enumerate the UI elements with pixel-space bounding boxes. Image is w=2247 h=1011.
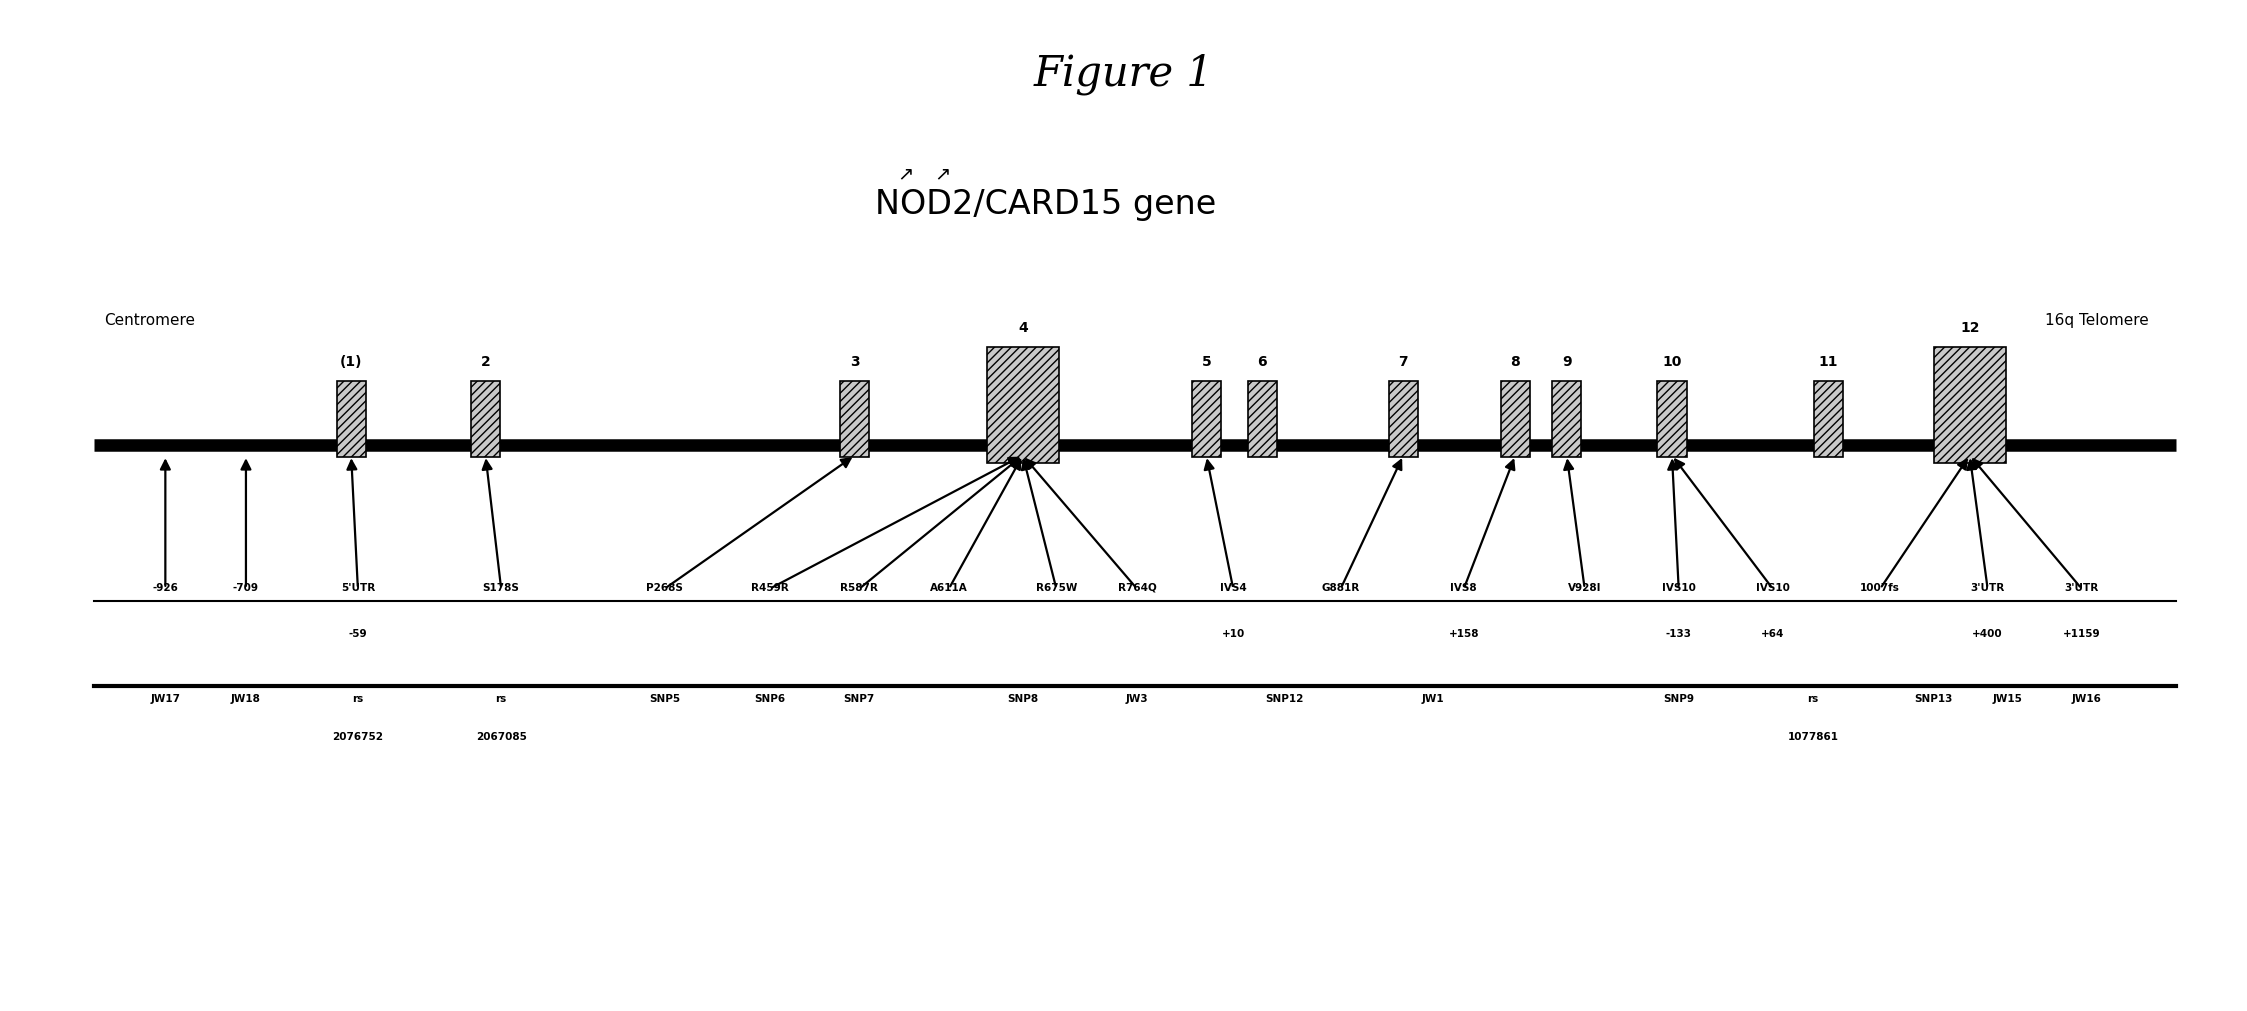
Text: 6: 6	[1258, 356, 1267, 369]
Bar	[337, 381, 366, 457]
Text: IVS4: IVS4	[1220, 582, 1247, 592]
Text: A611A: A611A	[930, 582, 968, 592]
Text: +400: +400	[1973, 629, 2002, 639]
Text: V928I: V928I	[1568, 582, 1602, 592]
Bar	[1501, 381, 1530, 457]
Text: 12: 12	[1959, 321, 1980, 336]
Text: 16q Telomere: 16q Telomere	[2045, 312, 2148, 328]
Text: (1): (1)	[339, 356, 362, 369]
Text: 2076752: 2076752	[333, 732, 384, 742]
Text: +1159: +1159	[2063, 629, 2101, 639]
Text: P268S: P268S	[647, 582, 683, 592]
Bar	[1658, 381, 1687, 457]
Text: JW15: JW15	[1993, 694, 2022, 704]
Text: S178S: S178S	[483, 582, 519, 592]
Text: Figure 1: Figure 1	[1034, 54, 1213, 95]
Text: G881R: G881R	[1321, 582, 1359, 592]
Bar	[1389, 381, 1418, 457]
Text: R459R: R459R	[750, 582, 789, 592]
Text: 11: 11	[1818, 356, 1838, 369]
Text: R764Q: R764Q	[1117, 582, 1157, 592]
Text: 8: 8	[1510, 356, 1521, 369]
Bar	[1553, 381, 1582, 457]
Text: SNP5: SNP5	[649, 694, 681, 704]
Text: IVS10: IVS10	[1663, 582, 1696, 592]
Text: R675W: R675W	[1036, 582, 1076, 592]
Text: 3: 3	[849, 356, 861, 369]
Text: rs: rs	[353, 694, 364, 704]
Text: SNP12: SNP12	[1265, 694, 1303, 704]
Bar	[1813, 381, 1843, 457]
Text: 9: 9	[1562, 356, 1571, 369]
Text: NOD2/CARD15 gene: NOD2/CARD15 gene	[874, 188, 1216, 221]
Text: 7: 7	[1398, 356, 1409, 369]
Text: JW18: JW18	[231, 694, 261, 704]
Text: rs: rs	[497, 694, 508, 704]
Text: SNP13: SNP13	[1914, 694, 1953, 704]
Text: JW17: JW17	[151, 694, 180, 704]
Bar	[472, 381, 501, 457]
Text: SNP6: SNP6	[755, 694, 786, 704]
Text: IVS8: IVS8	[1452, 582, 1476, 592]
Text: 5: 5	[1202, 356, 1211, 369]
Bar	[1247, 381, 1276, 457]
Text: Centromere: Centromere	[103, 312, 195, 328]
Text: JW1: JW1	[1420, 694, 1445, 704]
Text: +10: +10	[1222, 629, 1245, 639]
Text: JW3: JW3	[1126, 694, 1148, 704]
Bar	[1935, 348, 2007, 463]
Text: 10: 10	[1663, 356, 1681, 369]
Text: R587R: R587R	[840, 582, 879, 592]
Text: -709: -709	[234, 582, 258, 592]
Text: 1077861: 1077861	[1789, 732, 1838, 742]
Text: 3'UTR: 3'UTR	[2065, 582, 2099, 592]
Text: JW16: JW16	[2072, 694, 2101, 704]
Text: 4: 4	[1018, 321, 1027, 336]
Text: -133: -133	[1665, 629, 1692, 639]
Text: 3'UTR: 3'UTR	[1971, 582, 2004, 592]
Text: -59: -59	[348, 629, 366, 639]
Text: +158: +158	[1449, 629, 1479, 639]
Bar	[986, 348, 1058, 463]
Text: SNP7: SNP7	[843, 694, 874, 704]
Text: rs: rs	[1807, 694, 1818, 704]
Text: $\nearrow$  $\nearrow$: $\nearrow$ $\nearrow$	[894, 165, 950, 184]
Text: SNP8: SNP8	[1007, 694, 1038, 704]
Text: 5'UTR: 5'UTR	[342, 582, 375, 592]
Text: -926: -926	[153, 582, 178, 592]
Bar	[840, 381, 870, 457]
Text: 1007fs: 1007fs	[1861, 582, 1901, 592]
Text: 2067085: 2067085	[476, 732, 526, 742]
Text: 2: 2	[481, 356, 490, 369]
Text: SNP9: SNP9	[1663, 694, 1694, 704]
Bar	[1191, 381, 1220, 457]
Text: +64: +64	[1762, 629, 1784, 639]
Text: IVS10: IVS10	[1755, 582, 1789, 592]
